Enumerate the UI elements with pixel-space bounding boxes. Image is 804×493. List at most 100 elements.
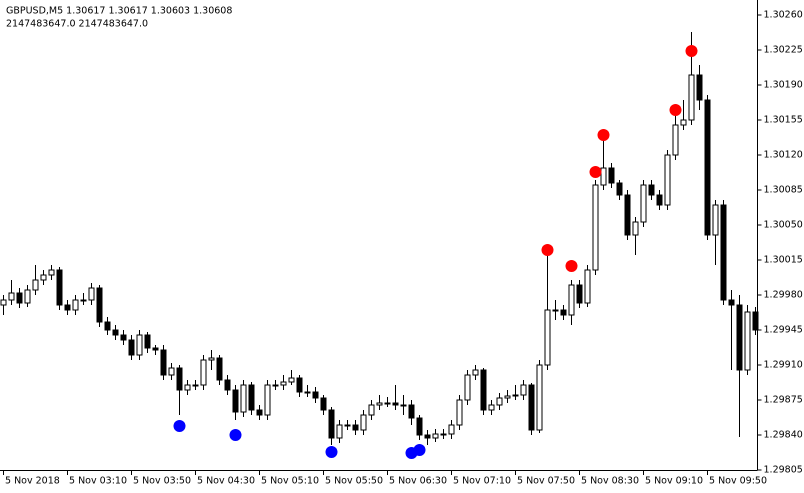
candle-body	[264, 384, 271, 416]
candle-body	[600, 167, 607, 186]
x-tick-label: 5 Nov 05:10	[261, 476, 319, 487]
y-tick-label: 1.30120	[764, 150, 803, 161]
candle-body	[432, 433, 439, 439]
candle-body	[704, 99, 711, 236]
candle-body	[696, 74, 703, 101]
x-tick-label: 5 Nov 2018	[5, 476, 60, 487]
candle-body	[176, 367, 183, 391]
x-tick-label: 5 Nov 06:30	[389, 476, 447, 487]
candle-body	[560, 309, 567, 316]
candle-body	[448, 424, 455, 435]
candle-body	[384, 402, 391, 405]
candle-body	[120, 334, 127, 341]
candle-body	[224, 379, 231, 391]
x-tick-label: 5 Nov 08:30	[581, 476, 639, 487]
x-tick-label: 5 Nov 07:10	[453, 476, 511, 487]
y-tick-label: 1.30015	[764, 255, 803, 266]
candle-body	[616, 182, 623, 196]
candle-body	[112, 329, 119, 336]
candle-body	[344, 424, 351, 427]
candle-body	[280, 381, 287, 386]
candle-body	[728, 299, 735, 306]
candle-body	[56, 269, 63, 306]
candle-body	[664, 154, 671, 206]
candle-body	[424, 434, 431, 439]
signal-dot	[669, 104, 682, 116]
candle-body	[200, 359, 207, 386]
candle-body	[408, 404, 415, 419]
x-tick-label: 5 Nov 03:10	[69, 476, 127, 487]
candle-body	[64, 304, 71, 311]
candle-body	[536, 364, 543, 431]
candle-body	[232, 389, 239, 413]
candle-body	[440, 433, 447, 436]
candle-body	[512, 394, 519, 397]
candle-body	[352, 424, 359, 431]
candle-body	[688, 74, 695, 121]
y-tick-label: 1.29910	[764, 360, 803, 371]
candle-body	[456, 399, 463, 426]
x-tick-label: 5 Nov 09:50	[709, 476, 767, 487]
candle-body	[88, 287, 95, 301]
candle-body	[376, 402, 383, 406]
candle-body	[368, 404, 375, 416]
candle-body	[272, 384, 279, 387]
candle-body	[8, 292, 15, 301]
x-tick-label: 5 Nov 04:30	[197, 476, 255, 487]
candle-body	[288, 377, 295, 383]
candle-body	[496, 397, 503, 406]
candle-body	[672, 124, 679, 156]
candle-body	[480, 369, 487, 411]
candle-body	[184, 384, 191, 391]
candle-body	[136, 334, 143, 356]
candle-body	[240, 384, 247, 413]
candle-body	[584, 269, 591, 304]
candle-body	[336, 424, 343, 439]
chart-title: GBPUSD,M5 1.30617 1.30617 1.30603 1.3060…	[6, 6, 232, 17]
candle-body	[392, 402, 399, 406]
signal-dot	[685, 45, 698, 57]
x-tick-label: 5 Nov 03:50	[133, 476, 191, 487]
candle-body	[504, 395, 511, 399]
y-tick-label: 1.30225	[764, 45, 803, 56]
signal-dot	[173, 420, 186, 432]
candle-body	[160, 349, 167, 376]
candle-body	[720, 204, 727, 301]
signal-dot	[589, 166, 602, 178]
candle-body	[144, 334, 151, 349]
y-tick-label: 1.29945	[764, 325, 803, 336]
candle-body	[304, 391, 311, 394]
y-tick-label: 1.29980	[764, 290, 803, 301]
candle-body	[296, 377, 303, 393]
candle-body	[328, 409, 335, 439]
candle-body	[488, 404, 495, 411]
x-tick-label: 5 Nov 09:10	[645, 476, 703, 487]
x-tick-label: 5 Nov 07:50	[517, 476, 575, 487]
candle-body	[208, 357, 215, 361]
candle-body	[752, 311, 759, 331]
signal-dot	[597, 129, 610, 141]
candle-body	[544, 309, 551, 366]
y-tick-label: 1.30260	[764, 10, 803, 21]
candle-body	[32, 279, 39, 291]
candle-body	[464, 374, 471, 401]
candle-body	[248, 384, 255, 411]
candle-body	[552, 309, 559, 312]
candle-body	[104, 321, 111, 331]
candle-body	[256, 409, 263, 416]
signal-dot	[325, 446, 338, 458]
candle-body	[624, 194, 631, 236]
y-tick-label: 1.30190	[764, 80, 803, 91]
candle-body	[168, 367, 175, 376]
candle-body	[416, 417, 423, 436]
candle-body	[680, 119, 687, 126]
candle-body	[592, 184, 599, 271]
candle-body	[48, 269, 55, 276]
candle-body	[736, 304, 743, 371]
candle-body	[400, 404, 407, 407]
candle-body	[128, 339, 135, 356]
y-tick-label: 1.30155	[764, 115, 803, 126]
candle-body	[568, 284, 575, 316]
candle-body	[96, 287, 103, 323]
